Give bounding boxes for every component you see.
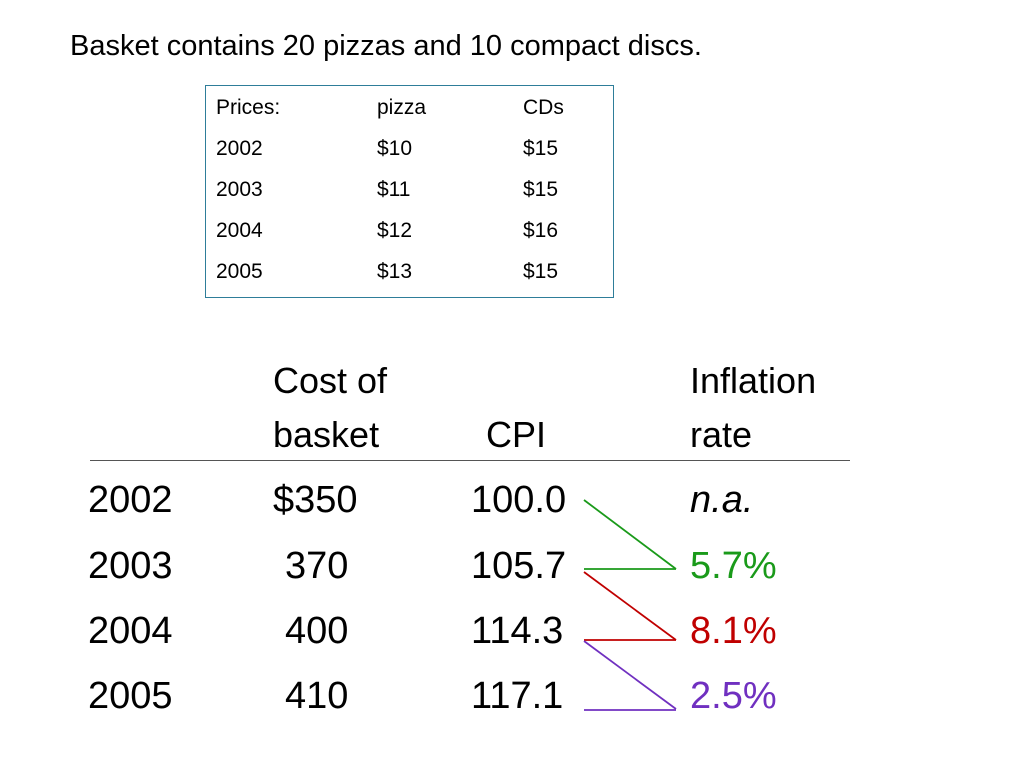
connector-2003 [583, 499, 677, 570]
row-cpi: 114.3 [471, 610, 564, 652]
price-row-year: 2003 [216, 178, 263, 201]
header-cost-line1: Cost of [273, 360, 388, 401]
row-inflation: 5.7% [690, 545, 777, 587]
price-row-cds: $16 [523, 219, 559, 242]
header-inflation-line1: Inflation [690, 360, 817, 401]
price-table: Prices: pizza CDs 2002 $10 $15 2003 $11 … [205, 85, 614, 298]
row-inflation: 8.1% [690, 610, 777, 652]
row-cost: 370 [285, 545, 349, 587]
row-inflation: n.a. [690, 479, 754, 521]
price-row-cds: $15 [523, 260, 559, 283]
price-header-pizza: pizza [377, 96, 427, 119]
price-row-cds: $15 [523, 178, 559, 201]
row-cpi: 117.1 [471, 675, 564, 717]
row-cost: $350 [273, 479, 358, 521]
row-cpi: 105.7 [471, 545, 567, 587]
row-year: 2005 [88, 675, 173, 717]
row-cost: 410 [285, 675, 349, 717]
price-row-year: 2004 [216, 219, 263, 242]
header-cpi: CPI [486, 414, 547, 455]
header-inflation-line2: rate [690, 414, 753, 455]
connector-2004 [583, 571, 677, 641]
price-row-year: 2005 [216, 260, 263, 283]
header-cost-line2: basket [273, 414, 380, 455]
price-row-cds: $15 [523, 137, 559, 160]
price-row-pizza: $13 [377, 260, 413, 283]
price-header-cds: CDs [523, 96, 564, 119]
row-year: 2002 [88, 479, 173, 521]
price-row-pizza: $10 [377, 137, 413, 160]
connector-2005 [583, 640, 677, 711]
row-cost: 400 [285, 610, 349, 652]
row-cpi: 100.0 [471, 479, 567, 521]
row-year: 2004 [88, 610, 173, 652]
price-row-year: 2002 [216, 137, 263, 160]
row-year: 2003 [88, 545, 173, 587]
price-header-label: Prices: [216, 96, 281, 119]
price-row-pizza: $11 [377, 178, 411, 201]
row-inflation: 2.5% [690, 675, 777, 717]
price-row-pizza: $12 [377, 219, 413, 242]
header-divider [90, 460, 850, 461]
headline: Basket contains 20 pizzas and 10 compact… [70, 30, 702, 62]
